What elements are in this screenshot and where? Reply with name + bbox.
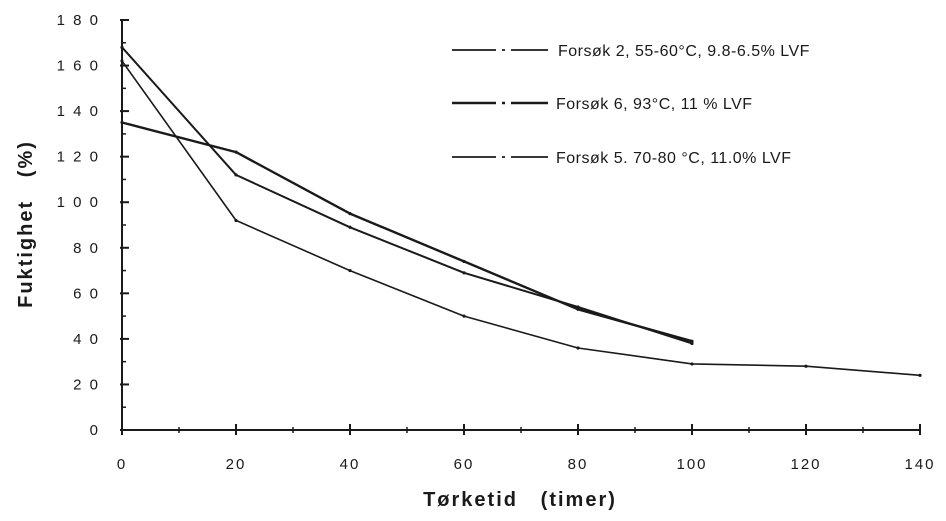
legend-label: Forsøk 6, 93°C, 11 % LVF	[556, 96, 753, 113]
series-3-point	[462, 271, 466, 275]
series-line-3	[121, 46, 693, 345]
y-tick-label: 6 0	[73, 285, 100, 302]
y-tick-label: 1 0 0	[57, 194, 100, 211]
y-tick-label: 1 8 0	[57, 12, 100, 29]
x-tick-label: 80	[568, 456, 589, 473]
series-2-point	[348, 212, 352, 216]
x-tick-label: 140	[904, 456, 935, 473]
x-tick-label: 120	[790, 456, 821, 473]
x-tick-label: 0	[117, 456, 127, 473]
legend-entry-1: Forsøk 2, 55-60°C, 9.8-6.5% LVF	[452, 43, 810, 60]
series-3-point	[120, 45, 124, 49]
series-3-point	[690, 341, 694, 346]
legend: Forsøk 2, 55-60°C, 9.8-6.5% LVF Forsøk 6,…	[452, 43, 810, 167]
series-2-point	[462, 259, 466, 264]
series-3-point	[576, 305, 580, 309]
series-line-2	[121, 121, 693, 343]
y-axis-ticks: 0 2 0 4 0 6 0 8 0 1 0 0 1 2 0 1 4 0 1 6 0 1 8 0	[57, 12, 129, 439]
series-line-1	[121, 60, 921, 377]
legend-label: Forsøk 2, 55-60°C, 9.8-6.5% LVF	[558, 43, 810, 60]
plot-area: 0 2 0 4 0 6 0 8 0 1 0 0 1 2 0 1 4 0 1 6 0 1 8 0 0…	[57, 12, 935, 473]
legend-entry-3: Forsøk 5. 70-80 °C, 11.0% LVF	[452, 150, 792, 167]
series-2-point	[234, 150, 238, 154]
y-tick-label: 4 0	[73, 331, 100, 348]
series-2-point	[690, 339, 694, 343]
series-lines	[120, 45, 922, 377]
x-tick-label: 100	[676, 456, 707, 473]
y-tick-label: 2 0	[73, 376, 100, 393]
series-1-point	[234, 218, 238, 223]
series-2-point	[120, 120, 124, 125]
series-1-point	[804, 364, 808, 368]
series-2-point	[576, 307, 580, 311]
x-tick-label: 40	[340, 456, 361, 473]
series-3-point	[234, 173, 238, 177]
series-1-point	[120, 59, 124, 63]
y-tick-label: 1 4 0	[57, 103, 100, 120]
y-tick-label: 1 2 0	[57, 149, 100, 166]
y-axis-title: Fuktighet (%)	[15, 140, 37, 308]
legend-entry-2: Forsøk 6, 93°C, 11 % LVF	[452, 96, 753, 113]
series-1-point	[576, 346, 580, 350]
x-tick-label: 60	[454, 456, 475, 473]
x-tick-label: 20	[226, 456, 247, 473]
series-1-point	[690, 362, 694, 366]
y-tick-label: 1 6 0	[57, 58, 100, 75]
legend-label: Forsøk 5. 70-80 °C, 11.0% LVF	[556, 150, 792, 167]
y-tick-label: 8 0	[73, 240, 100, 257]
series-1-point	[348, 268, 352, 273]
series-1-point	[462, 314, 466, 318]
series-1-point	[918, 373, 922, 377]
series-3-point	[348, 225, 352, 229]
x-axis-title: Tørketid (timer)	[423, 489, 617, 511]
x-axis-ticks: 0 20 40 60 80 100 120 140	[117, 424, 935, 473]
y-tick-label: 0	[90, 422, 100, 439]
